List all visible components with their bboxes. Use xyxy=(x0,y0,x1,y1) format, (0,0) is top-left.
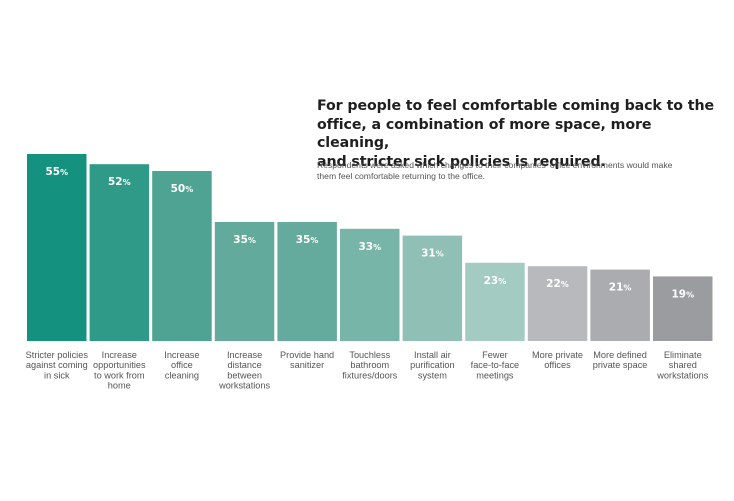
category-label: Provide hand sanitizer xyxy=(280,350,334,370)
category-label: Eliminate shared workstations xyxy=(656,350,708,380)
category-label: Stricter policies against coming in sick xyxy=(26,350,89,380)
value-label: 35% xyxy=(233,234,256,246)
bar xyxy=(214,222,275,341)
bar xyxy=(402,235,463,341)
bar xyxy=(27,154,87,341)
value-label: 21% xyxy=(609,282,632,294)
category-label: Touchless bathroom fixtures/doors xyxy=(342,350,398,380)
bar xyxy=(340,228,400,341)
value-label: 52% xyxy=(108,176,131,188)
value-label: 23% xyxy=(484,275,507,287)
subtitle-line: them feel comfortable returning to the o… xyxy=(317,171,485,181)
title-line: and stricter sick policies is required. xyxy=(317,153,606,170)
category-label: Fewer face-to-face meetings xyxy=(471,350,520,380)
value-label: 31% xyxy=(421,248,444,260)
category-label: Install air purification system xyxy=(410,350,454,380)
title-line: For people to feel comfortable coming ba… xyxy=(317,98,714,114)
category-label: Increase office cleaning xyxy=(164,350,199,380)
category-labels-group: Stricter policies against coming in sickIn… xyxy=(26,350,709,391)
value-label: 35% xyxy=(296,234,319,246)
bar xyxy=(89,164,150,341)
value-label: 55% xyxy=(45,166,68,178)
bar xyxy=(152,171,212,341)
chart-title: For people to feel comfortable coming ba… xyxy=(317,97,717,171)
bars-group xyxy=(27,154,713,341)
chart-subtitle: Respondents were asked which changes to … xyxy=(317,160,727,182)
value-labels-group: 55% 52% 50% 35% 35% 33% 31% 23% 22% 21% 19% xyxy=(45,166,694,300)
title-line: office, a combination of more space, mor… xyxy=(317,116,652,152)
bar xyxy=(465,262,525,341)
value-label: 19% xyxy=(671,288,694,300)
bar xyxy=(590,269,650,341)
bar xyxy=(277,222,337,341)
subtitle-line: Respondents were asked which changes to … xyxy=(317,160,673,170)
value-label: 33% xyxy=(358,241,381,253)
category-label: Increase opportunities to work from home xyxy=(93,350,146,391)
category-label: Increase distance between workstations xyxy=(218,350,270,391)
category-label: More defined private space xyxy=(593,350,648,370)
value-label: 22% xyxy=(546,278,569,290)
category-label: More private offices xyxy=(532,350,583,370)
value-label: 50% xyxy=(171,183,194,195)
bar xyxy=(653,276,713,341)
bar xyxy=(527,266,588,341)
